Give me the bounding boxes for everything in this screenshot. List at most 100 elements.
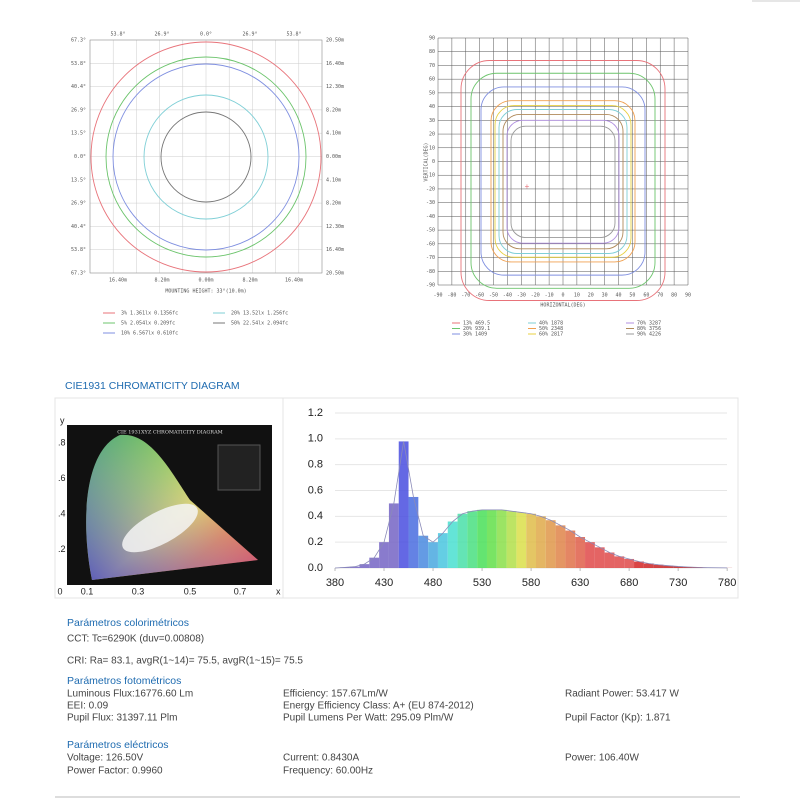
isolux-x-tick: -30 bbox=[517, 293, 526, 299]
polar-top-label: 26.9° bbox=[154, 32, 169, 38]
isolux-x-tick: -60 bbox=[475, 293, 484, 299]
param-item: Pupil Flux: 31397.11 Plm bbox=[67, 713, 177, 724]
polar-right-label: 4.10m bbox=[326, 131, 341, 137]
legend-label: 3% 1.361lx 0.1356fc bbox=[121, 311, 178, 317]
isolux-y-tick: -30 bbox=[426, 200, 435, 206]
polar-ring bbox=[112, 63, 300, 251]
legend-label: 30% 1409 bbox=[463, 332, 487, 338]
polar-left-label: 67.3° bbox=[71, 271, 86, 277]
spectrum-bar bbox=[594, 547, 605, 568]
spectrum-y-tick: 0.2 bbox=[308, 536, 323, 548]
legend-label: 80% 3756 bbox=[637, 326, 661, 332]
spectrum-bar bbox=[536, 516, 546, 568]
param-item: Luminous Flux:16776.60 Lm bbox=[67, 689, 193, 700]
spectrum-y-tick: 1.2 bbox=[308, 407, 323, 419]
isolux-x-tick: -80 bbox=[447, 293, 456, 299]
isolux-contour bbox=[498, 109, 628, 254]
legend-label: 10% 6.567lx 0.610fc bbox=[121, 331, 178, 337]
param-item: Power: 106.40W bbox=[565, 753, 639, 764]
polar-right-label: 16.40m bbox=[326, 61, 344, 67]
spectrum-bar bbox=[369, 557, 380, 568]
spectrum-bar bbox=[457, 513, 468, 568]
isolux-x-tick: 60 bbox=[643, 293, 649, 299]
isolux-y-tick: 70 bbox=[429, 63, 435, 69]
polar-frame bbox=[89, 39, 323, 274]
spectrum-x-tick: 530 bbox=[473, 577, 491, 589]
spectrum-y-tick: 1.0 bbox=[308, 433, 323, 445]
isolux-x-tick: 90 bbox=[685, 293, 691, 299]
isolux-contour bbox=[510, 125, 616, 238]
isolux-y-tick: 40 bbox=[429, 104, 435, 110]
spectrum-bar bbox=[614, 556, 625, 568]
legend-label: 40% 1878 bbox=[539, 321, 563, 327]
polar-left-label: 40.4° bbox=[71, 224, 86, 230]
polar-right-label: 8.20m bbox=[326, 107, 341, 113]
isolux-y-tick: 20 bbox=[429, 132, 435, 138]
spectrum-bar bbox=[604, 552, 615, 568]
isolux-x-tick: 40 bbox=[616, 293, 622, 299]
legend-label: 60% 2817 bbox=[539, 332, 563, 338]
polar-bottom-label: 0.00m bbox=[198, 278, 213, 284]
spectrum-y-tick: 0.0 bbox=[308, 562, 323, 574]
polar-ring bbox=[105, 56, 307, 258]
polar-right-label: 12.30m bbox=[326, 84, 344, 90]
chroma-x-tick: 0.3 bbox=[132, 586, 145, 596]
polar-bottom-label: 8.20m bbox=[154, 278, 169, 284]
legend-label: 50% 2348 bbox=[539, 326, 563, 332]
spectrum-bar bbox=[624, 558, 635, 568]
isolux-x-tick: 30 bbox=[602, 293, 608, 299]
isolux-contour bbox=[460, 60, 666, 301]
isolux-x-tick: 80 bbox=[671, 293, 677, 299]
chroma-x-label: x bbox=[276, 586, 281, 596]
spectrum-bar bbox=[379, 542, 389, 568]
chroma-x-tick: 0.7 bbox=[234, 586, 247, 596]
isolux-contour bbox=[502, 113, 624, 250]
chroma-x-tick: 0.5 bbox=[184, 586, 197, 596]
spectrum-y-tick: 0.8 bbox=[308, 459, 323, 471]
chroma-y-label: y bbox=[60, 415, 65, 425]
polar-right-label: 16.40m bbox=[326, 247, 344, 253]
chroma-y-tick: .2 bbox=[58, 544, 66, 554]
isolux-y-tick: 80 bbox=[429, 49, 435, 55]
legend-label: 13% 469.5 bbox=[463, 321, 490, 327]
isolux-x-label: HORIZONTAL(DEG) bbox=[540, 303, 585, 309]
polar-top-label: 53.8° bbox=[110, 32, 125, 38]
spectrum-x-tick: 680 bbox=[620, 577, 638, 589]
isolux-x-tick: -90 bbox=[433, 293, 442, 299]
legend-label: 50% 22.54lx 2.094fc bbox=[231, 321, 288, 327]
chroma-y-tick: .4 bbox=[58, 508, 66, 518]
isolux-x-tick: -40 bbox=[503, 293, 512, 299]
param-line: CCT: Tc=6290K (duv=0.00808) bbox=[67, 634, 204, 645]
polar-left-label: 0.0° bbox=[74, 154, 86, 160]
polar-ring bbox=[90, 41, 322, 273]
legend-label: 5% 2.054lx 0.209fc bbox=[121, 321, 175, 327]
section-title: CIE1931 CHROMATICITY DIAGRAM bbox=[65, 380, 240, 392]
polar-left-label: 26.9° bbox=[71, 107, 86, 113]
chroma-x-tick: 0 bbox=[57, 586, 62, 596]
chroma-y-tick: .6 bbox=[58, 473, 66, 483]
polar-left-label: 13.5° bbox=[71, 131, 86, 137]
spectrum-bar bbox=[634, 561, 644, 568]
spectrum-bar bbox=[447, 521, 458, 568]
spectrum-y-tick: 0.6 bbox=[308, 484, 323, 496]
isolux-x-tick: -70 bbox=[461, 293, 470, 299]
chroma-table bbox=[217, 444, 261, 491]
spectrum-x-tick: 430 bbox=[375, 577, 393, 589]
spectrum-y-tick: 0.4 bbox=[308, 510, 323, 522]
spectrum-x-tick: 480 bbox=[424, 577, 442, 589]
isolux-y-tick: 0 bbox=[432, 159, 435, 165]
spectrum-bar bbox=[398, 441, 409, 568]
param-item: Efficiency: 157.67Lm/W bbox=[283, 689, 388, 700]
spectrum-x-tick: 780 bbox=[718, 577, 736, 589]
isolux-y-tick: 30 bbox=[429, 118, 435, 124]
polar-right-label: 20.50m bbox=[326, 38, 344, 44]
isolux-y-tick: -40 bbox=[426, 214, 435, 220]
isolux-y-tick: 60 bbox=[429, 77, 435, 83]
legend-label: 90% 4226 bbox=[637, 332, 661, 338]
param-item: Frequency: 60.00Hz bbox=[283, 766, 373, 777]
spectrum-bar bbox=[565, 530, 576, 568]
polar-ring bbox=[143, 94, 269, 220]
spectrum-bar bbox=[545, 520, 556, 568]
isolux-y-tick: -50 bbox=[426, 228, 435, 234]
